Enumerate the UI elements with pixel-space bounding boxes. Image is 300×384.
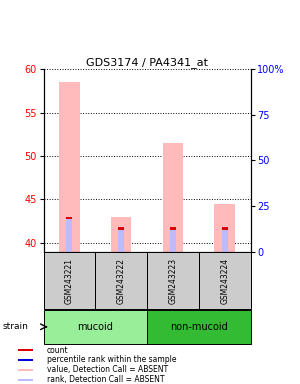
Text: non-mucoid: non-mucoid [170,322,228,332]
Bar [18,359,34,361]
Text: GSM243223: GSM243223 [168,258,177,304]
Bar [18,379,34,381]
Text: GSM243222: GSM243222 [117,258,126,304]
Bar [18,369,34,371]
Text: mucoid: mucoid [77,322,113,332]
Bar [66,219,73,252]
Bar [163,143,183,252]
Bar [221,230,228,252]
Bar [214,204,235,252]
Bar [66,217,73,219]
Text: strain: strain [3,322,29,331]
Text: percentile rank within the sample: percentile rank within the sample [47,356,176,364]
Bar [170,230,176,252]
Bar [111,217,131,252]
Bar [95,252,147,309]
Bar [18,349,34,351]
Title: GDS3174 / PA4341_at: GDS3174 / PA4341_at [86,57,208,68]
Bar [44,252,95,309]
Bar [59,82,80,252]
Bar [118,230,124,252]
Text: GSM243221: GSM243221 [65,258,74,304]
Bar [170,227,176,230]
Bar [147,252,199,309]
Text: value, Detection Call = ABSENT: value, Detection Call = ABSENT [47,365,168,374]
Text: rank, Detection Call = ABSENT: rank, Detection Call = ABSENT [47,375,164,384]
Text: count: count [47,346,68,355]
Bar [118,227,124,230]
Bar [44,310,147,344]
Bar [147,310,250,344]
Bar [221,227,228,230]
Bar [199,252,250,309]
Text: GSM243224: GSM243224 [220,258,229,304]
